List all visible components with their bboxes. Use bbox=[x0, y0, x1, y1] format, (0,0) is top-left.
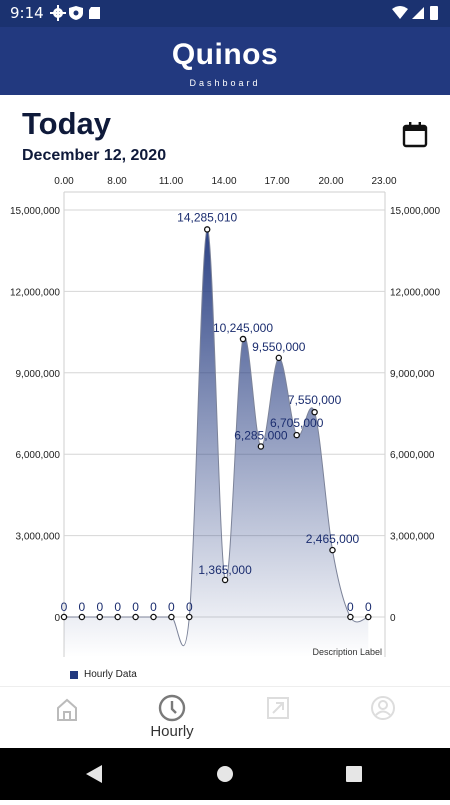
chart-description: Description Label bbox=[312, 647, 382, 657]
shield-icon bbox=[69, 6, 83, 20]
data-label: 0 bbox=[61, 600, 68, 614]
data-point bbox=[114, 613, 121, 621]
nav-export[interactable] bbox=[248, 687, 308, 748]
system-nav-bar bbox=[0, 748, 450, 800]
recents-button[interactable] bbox=[346, 766, 362, 782]
y-tick-label-right: 6,000,000 bbox=[390, 450, 435, 461]
clock-icon bbox=[158, 694, 186, 722]
data-label: 1,365,000 bbox=[198, 563, 252, 577]
data-label: 0 bbox=[79, 600, 86, 614]
data-point bbox=[275, 354, 283, 362]
y-tick-label-left: 15,000,000 bbox=[10, 206, 60, 217]
chart-legend: Hourly Data bbox=[70, 669, 137, 680]
y-tick-label-right: 0 bbox=[390, 613, 396, 624]
export-icon bbox=[267, 697, 289, 719]
data-point bbox=[168, 613, 175, 621]
data-point bbox=[347, 613, 354, 621]
data-point bbox=[132, 613, 139, 621]
app-bar: Quinos Dashboard bbox=[0, 27, 450, 95]
data-point bbox=[365, 613, 372, 621]
status-right-icons bbox=[390, 5, 442, 25]
data-label: 0 bbox=[114, 600, 121, 614]
status-bar: 9:14 bbox=[0, 0, 450, 27]
account-icon bbox=[371, 696, 395, 720]
data-label: 10,245,000 bbox=[213, 321, 273, 335]
data-label: 14,285,010 bbox=[177, 210, 237, 224]
x-tick-label: 0.00 bbox=[54, 176, 74, 187]
data-label: 9,550,000 bbox=[252, 340, 306, 354]
data-label: 0 bbox=[150, 600, 157, 614]
page-date: December 12, 2020 bbox=[22, 147, 167, 164]
data-label: 0 bbox=[365, 600, 372, 614]
home-icon bbox=[57, 698, 77, 721]
nav-account[interactable] bbox=[353, 687, 413, 748]
data-label: 0 bbox=[347, 600, 354, 614]
data-point bbox=[293, 431, 300, 439]
y-tick-label-left: 6,000,000 bbox=[16, 450, 61, 461]
nav-hourly-label: Hourly bbox=[150, 723, 194, 740]
y-tick-label-right: 9,000,000 bbox=[390, 369, 435, 380]
series-line bbox=[64, 228, 369, 647]
hourly-chart-svg: 0 0 0 0 0 0 0 014,285,0101,365,00010,245,0006,2… bbox=[10, 176, 440, 657]
data-label: 0 bbox=[168, 600, 175, 614]
data-label: 0 bbox=[132, 600, 139, 614]
sd-card-icon bbox=[89, 7, 100, 19]
app-subtitle: Dashboard bbox=[189, 78, 261, 88]
data-point bbox=[60, 613, 68, 621]
hourly-chart: 0 0 0 0 0 0 0 0 14,285,010 1,365,000 10,245,000 6,2… bbox=[0, 168, 450, 683]
data-point bbox=[78, 613, 86, 621]
status-icons bbox=[50, 5, 120, 25]
data-point bbox=[96, 613, 104, 621]
data-label: 7,550,000 bbox=[288, 393, 342, 407]
legend-label: Hourly Data bbox=[84, 669, 137, 680]
nav-hourly[interactable]: Hourly bbox=[142, 687, 202, 748]
data-label: 2,465,000 bbox=[306, 532, 360, 546]
data-point bbox=[239, 335, 247, 343]
x-tick-label: 23.00 bbox=[371, 176, 396, 187]
signal-icon bbox=[412, 7, 424, 19]
data-point bbox=[221, 576, 229, 584]
area-fill bbox=[64, 229, 369, 657]
x-tick-label: 11.00 bbox=[159, 176, 184, 187]
x-tick-label: 8.00 bbox=[107, 176, 127, 187]
calendar-icon bbox=[402, 122, 428, 148]
x-tick-label: 17.00 bbox=[264, 176, 289, 187]
page-title: Today bbox=[22, 106, 111, 141]
data-label: 6,705,000 bbox=[270, 416, 324, 430]
calendar-button[interactable] bbox=[400, 120, 430, 150]
x-tick-label: 14.00 bbox=[211, 176, 236, 187]
data-point bbox=[203, 226, 211, 233]
data-point bbox=[257, 443, 265, 450]
nav-home[interactable] bbox=[37, 687, 97, 748]
wifi-icon bbox=[392, 6, 408, 19]
app-title: Quinos bbox=[171, 38, 279, 71]
home-button[interactable] bbox=[217, 766, 233, 782]
y-tick-label-left: 0 bbox=[54, 613, 60, 624]
status-time: 9:14 bbox=[10, 4, 44, 22]
y-tick-label-right: 12,000,000 bbox=[390, 287, 440, 298]
data-label: 0 bbox=[96, 600, 103, 614]
data-point bbox=[329, 546, 336, 554]
data-point bbox=[150, 613, 157, 621]
legend-swatch bbox=[70, 670, 78, 679]
data-point bbox=[311, 408, 318, 416]
bottom-nav: Hourly bbox=[0, 686, 450, 748]
gear-icon bbox=[50, 5, 66, 21]
back-button[interactable] bbox=[86, 765, 102, 783]
y-tick-label-left: 3,000,000 bbox=[16, 532, 61, 543]
data-label: 6,285,000 bbox=[234, 428, 288, 442]
y-tick-label-left: 9,000,000 bbox=[16, 369, 61, 380]
y-tick-label-right: 15,000,000 bbox=[390, 206, 440, 217]
y-tick-label-left: 12,000,000 bbox=[10, 287, 60, 298]
battery-icon bbox=[430, 6, 438, 20]
y-tick-label-right: 3,000,000 bbox=[390, 532, 435, 543]
data-point bbox=[186, 613, 193, 621]
x-tick-label: 20.00 bbox=[318, 176, 343, 187]
data-label: 0 bbox=[186, 600, 193, 614]
